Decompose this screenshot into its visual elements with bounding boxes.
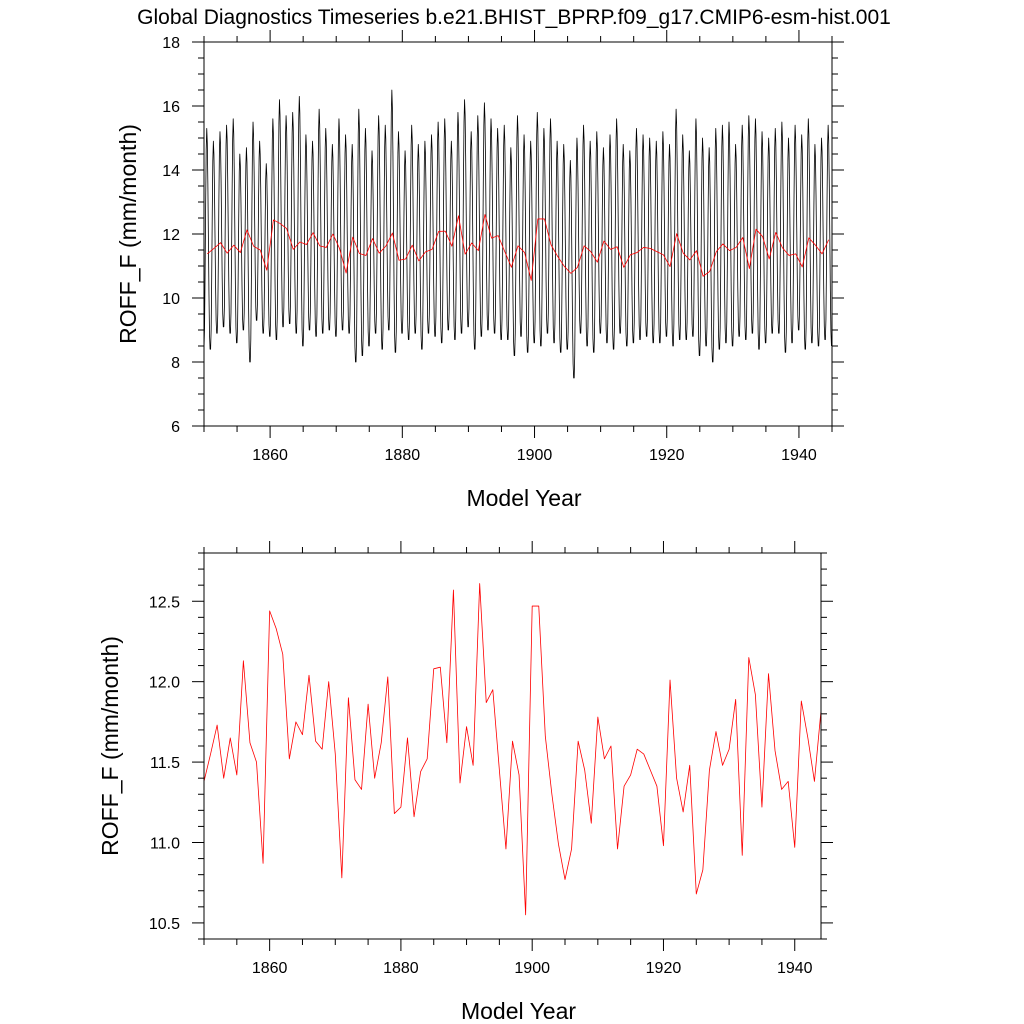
top-y-tick-label: 8 [171, 355, 180, 372]
bottom-x-axis-title: Model Year [461, 998, 576, 1024]
bottom-x-tick-label: 1920 [646, 960, 682, 977]
bottom-y-tick-label: 11.0 [150, 836, 180, 853]
bottom-chart-panel: 1860 1880 1900 1920 1940 10.5 11.0 11.5 12.0 12.5… [97, 541, 833, 1024]
top-x-axis-title: Model Year [466, 485, 581, 511]
bottom-y-axis-title: ROFF_F (mm/month) [97, 636, 123, 856]
top-x-tick-label: 1900 [517, 447, 553, 464]
bottom-x-tick-label: 1860 [252, 960, 288, 977]
bottom-y-tick-label: 11.5 [150, 755, 180, 772]
top-series-annual-mean-line [207, 214, 830, 281]
top-x-tick-label: 1920 [649, 447, 685, 464]
top-series-monthly-line [203, 89, 832, 379]
top-chart-panel: 1860 1880 1900 1920 1940 6 8 10 12 14 16 18 Model Ye… [115, 30, 844, 511]
top-y-tick-label: 6 [171, 419, 180, 436]
bottom-y-tick-label: 12.5 [149, 594, 180, 611]
bottom-y-tick-label: 10.5 [149, 916, 180, 933]
top-x-tick-label: 1860 [252, 447, 288, 464]
figure-title: Global Diagnostics Timeseries b.e21.BHIS… [137, 6, 891, 29]
bottom-x-tick-label: 1900 [514, 960, 550, 977]
top-y-tick-label: 12 [162, 227, 180, 244]
bottom-x-tick-label: 1880 [383, 960, 419, 977]
top-y-tick-label: 18 [162, 35, 180, 52]
top-y-axis-title: ROFF_F (mm/month) [115, 124, 141, 344]
top-y-tick-label: 14 [162, 163, 180, 180]
bottom-series-annual-mean-line [203, 583, 822, 916]
bottom-y-tick-label: 12.0 [149, 675, 180, 692]
top-x-tick-label: 1880 [385, 447, 421, 464]
bottom-x-tick-label: 1940 [777, 960, 813, 977]
top-y-tick-label: 10 [162, 291, 180, 308]
top-x-tick-label: 1940 [781, 447, 817, 464]
top-y-tick-label: 16 [162, 99, 180, 116]
